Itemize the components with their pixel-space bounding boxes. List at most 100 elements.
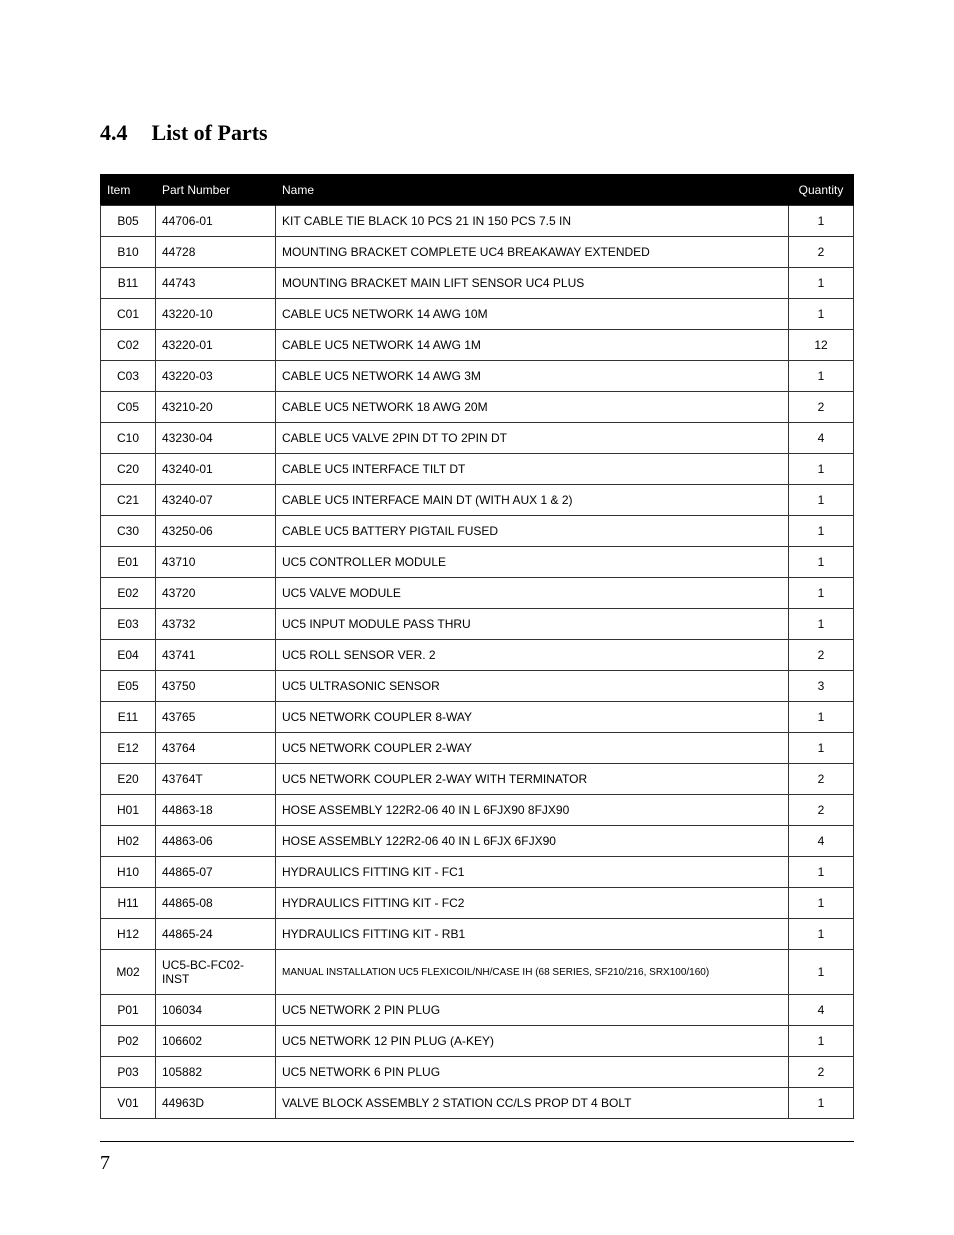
cell-part-number: 43710 (156, 547, 276, 578)
cell-name: CABLE UC5 INTERFACE TILT DT (276, 454, 789, 485)
table-row: E1143765UC5 NETWORK COUPLER 8-WAY1 (101, 702, 854, 733)
cell-part-number: 43220-10 (156, 299, 276, 330)
cell-name: HOSE ASSEMBLY 122R2-06 40 IN L 6FJX 6FJX… (276, 826, 789, 857)
cell-quantity: 12 (789, 330, 854, 361)
cell-part-number: 44863-18 (156, 795, 276, 826)
cell-part-number: 106034 (156, 995, 276, 1026)
table-row: B0544706-01KIT CABLE TIE BLACK 10 PCS 21… (101, 206, 854, 237)
cell-quantity: 4 (789, 995, 854, 1026)
cell-part-number: 43220-03 (156, 361, 276, 392)
cell-name: HYDRAULICS FITTING KIT - FC1 (276, 857, 789, 888)
cell-name: CABLE UC5 BATTERY PIGTAIL FUSED (276, 516, 789, 547)
cell-quantity: 4 (789, 826, 854, 857)
cell-name: UC5 ULTRASONIC SENSOR (276, 671, 789, 702)
cell-item: E01 (101, 547, 156, 578)
cell-name: CABLE UC5 NETWORK 14 AWG 1M (276, 330, 789, 361)
cell-part-number: 43240-01 (156, 454, 276, 485)
table-row: C0143220-10CABLE UC5 NETWORK 14 AWG 10M1 (101, 299, 854, 330)
col-header-name: Name (276, 175, 789, 206)
cell-name: UC5 NETWORK COUPLER 8-WAY (276, 702, 789, 733)
cell-part-number: 43250-06 (156, 516, 276, 547)
cell-part-number: 44743 (156, 268, 276, 299)
cell-name: UC5 VALVE MODULE (276, 578, 789, 609)
cell-item: H11 (101, 888, 156, 919)
cell-part-number: 43765 (156, 702, 276, 733)
cell-name: VALVE BLOCK ASSEMBLY 2 STATION CC/LS PRO… (276, 1088, 789, 1119)
table-row: E2043764TUC5 NETWORK COUPLER 2-WAY WITH … (101, 764, 854, 795)
table-body: B0544706-01KIT CABLE TIE BLACK 10 PCS 21… (101, 206, 854, 1119)
cell-part-number: 44865-08 (156, 888, 276, 919)
cell-name: MOUNTING BRACKET MAIN LIFT SENSOR UC4 PL… (276, 268, 789, 299)
cell-quantity: 1 (789, 547, 854, 578)
cell-item: E20 (101, 764, 156, 795)
table-row: C2143240-07CABLE UC5 INTERFACE MAIN DT (… (101, 485, 854, 516)
cell-item: H10 (101, 857, 156, 888)
table-row: C0343220-03CABLE UC5 NETWORK 14 AWG 3M1 (101, 361, 854, 392)
cell-quantity: 1 (789, 578, 854, 609)
cell-part-number: 43764 (156, 733, 276, 764)
cell-quantity: 1 (789, 206, 854, 237)
col-header-quantity: Quantity (789, 175, 854, 206)
cell-quantity: 1 (789, 857, 854, 888)
cell-name: HYDRAULICS FITTING KIT - FC2 (276, 888, 789, 919)
parts-table: Item Part Number Name Quantity B0544706-… (100, 174, 854, 1119)
cell-name: UC5 CONTROLLER MODULE (276, 547, 789, 578)
cell-item: C03 (101, 361, 156, 392)
cell-quantity: 4 (789, 423, 854, 454)
cell-quantity: 1 (789, 888, 854, 919)
section-title: List of Parts (152, 120, 268, 146)
table-row: E0443741UC5 ROLL SENSOR VER. 22 (101, 640, 854, 671)
cell-quantity: 1 (789, 485, 854, 516)
cell-name: UC5 NETWORK COUPLER 2-WAY WITH TERMINATO… (276, 764, 789, 795)
table-row: E1243764UC5 NETWORK COUPLER 2-WAY1 (101, 733, 854, 764)
cell-part-number: 106602 (156, 1026, 276, 1057)
cell-item: C02 (101, 330, 156, 361)
cell-name: CABLE UC5 VALVE 2PIN DT TO 2PIN DT (276, 423, 789, 454)
cell-quantity: 1 (789, 609, 854, 640)
cell-part-number: 44865-24 (156, 919, 276, 950)
cell-item: C10 (101, 423, 156, 454)
col-header-item: Item (101, 175, 156, 206)
cell-name: HOSE ASSEMBLY 122R2-06 40 IN L 6FJX90 8F… (276, 795, 789, 826)
cell-item: C05 (101, 392, 156, 423)
cell-part-number: 44863-06 (156, 826, 276, 857)
cell-quantity: 2 (789, 764, 854, 795)
cell-item: H01 (101, 795, 156, 826)
cell-part-number: 44963D (156, 1088, 276, 1119)
table-row: E0243720UC5 VALVE MODULE1 (101, 578, 854, 609)
cell-quantity: 3 (789, 671, 854, 702)
cell-name: UC5 NETWORK 6 PIN PLUG (276, 1057, 789, 1088)
cell-part-number: 43220-01 (156, 330, 276, 361)
section-number: 4.4 (100, 120, 128, 146)
cell-part-number: 105882 (156, 1057, 276, 1088)
table-row: V0144963DVALVE BLOCK ASSEMBLY 2 STATION … (101, 1088, 854, 1119)
cell-quantity: 2 (789, 640, 854, 671)
table-row: H0144863-18HOSE ASSEMBLY 122R2-06 40 IN … (101, 795, 854, 826)
table-row: H1244865-24HYDRAULICS FITTING KIT - RB11 (101, 919, 854, 950)
cell-quantity: 1 (789, 1088, 854, 1119)
cell-item: H02 (101, 826, 156, 857)
cell-quantity: 2 (789, 237, 854, 268)
table-row: C3043250-06CABLE UC5 BATTERY PIGTAIL FUS… (101, 516, 854, 547)
cell-name: MANUAL INSTALLATION UC5 FLEXICOIL/NH/CAS… (276, 950, 789, 995)
cell-item: B10 (101, 237, 156, 268)
cell-quantity: 1 (789, 361, 854, 392)
cell-part-number: 43210-20 (156, 392, 276, 423)
cell-item: E11 (101, 702, 156, 733)
cell-item: E03 (101, 609, 156, 640)
table-row: C1043230-04CABLE UC5 VALVE 2PIN DT TO 2P… (101, 423, 854, 454)
cell-part-number: 43741 (156, 640, 276, 671)
cell-name: KIT CABLE TIE BLACK 10 PCS 21 IN 150 PCS… (276, 206, 789, 237)
cell-item: M02 (101, 950, 156, 995)
table-row: H0244863-06HOSE ASSEMBLY 122R2-06 40 IN … (101, 826, 854, 857)
table-row: E0143710UC5 CONTROLLER MODULE1 (101, 547, 854, 578)
table-row: P01106034UC5 NETWORK 2 PIN PLUG4 (101, 995, 854, 1026)
cell-name: CABLE UC5 NETWORK 14 AWG 10M (276, 299, 789, 330)
cell-name: CABLE UC5 NETWORK 18 AWG 20M (276, 392, 789, 423)
cell-quantity: 1 (789, 733, 854, 764)
cell-quantity: 1 (789, 919, 854, 950)
cell-item: E04 (101, 640, 156, 671)
table-header: Item Part Number Name Quantity (101, 175, 854, 206)
page-footer: 7 (100, 1141, 854, 1175)
cell-item: B05 (101, 206, 156, 237)
